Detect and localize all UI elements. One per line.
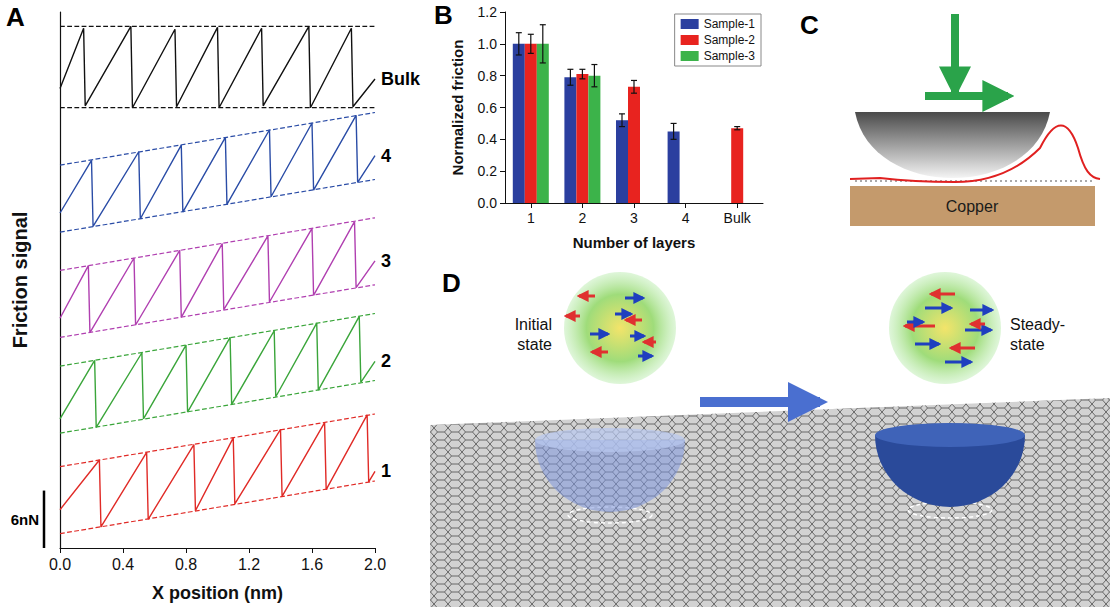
- svg-text:Normalized friction: Normalized friction: [449, 40, 466, 176]
- svg-text:Copper: Copper: [946, 198, 999, 215]
- svg-text:A: A: [6, 2, 25, 32]
- svg-text:Steady-: Steady-: [1010, 316, 1065, 333]
- svg-text:Bulk: Bulk: [724, 210, 752, 226]
- svg-text:1.0: 1.0: [478, 36, 498, 52]
- svg-text:1.6: 1.6: [301, 556, 323, 573]
- svg-text:X position (nm): X position (nm): [152, 583, 283, 603]
- svg-text:0.4: 0.4: [112, 556, 134, 573]
- svg-text:2: 2: [579, 210, 587, 226]
- svg-text:1.2: 1.2: [238, 556, 260, 573]
- svg-text:Number of layers: Number of layers: [573, 234, 696, 251]
- svg-text:state: state: [517, 336, 552, 353]
- svg-text:2.0: 2.0: [364, 556, 386, 573]
- svg-text:Sample-2: Sample-2: [704, 33, 756, 47]
- svg-text:3: 3: [630, 210, 638, 226]
- svg-text:0.0: 0.0: [478, 195, 498, 211]
- svg-text:Initial: Initial: [515, 316, 552, 333]
- svg-text:2: 2: [381, 351, 391, 371]
- svg-text:Sample-1: Sample-1: [704, 17, 756, 31]
- svg-text:state: state: [1010, 336, 1045, 353]
- svg-text:B: B: [434, 0, 453, 30]
- svg-text:4: 4: [381, 146, 391, 166]
- svg-text:0.8: 0.8: [175, 556, 197, 573]
- svg-text:Friction signal: Friction signal: [9, 212, 31, 349]
- svg-text:1.2: 1.2: [478, 4, 498, 20]
- svg-text:1: 1: [381, 461, 391, 481]
- svg-text:Bulk: Bulk: [381, 69, 421, 89]
- svg-text:0.8: 0.8: [478, 68, 498, 84]
- svg-text:D: D: [442, 268, 461, 298]
- svg-text:6nN: 6nN: [11, 511, 39, 528]
- svg-text:0.6: 0.6: [478, 100, 498, 116]
- svg-text:1: 1: [527, 210, 535, 226]
- svg-text:0.0: 0.0: [49, 556, 71, 573]
- svg-text:Sample-3: Sample-3: [704, 49, 756, 63]
- svg-text:0.2: 0.2: [478, 163, 498, 179]
- svg-text:C: C: [800, 10, 819, 40]
- svg-text:3: 3: [381, 251, 391, 271]
- svg-text:4: 4: [682, 210, 690, 226]
- svg-text:0.4: 0.4: [478, 131, 498, 147]
